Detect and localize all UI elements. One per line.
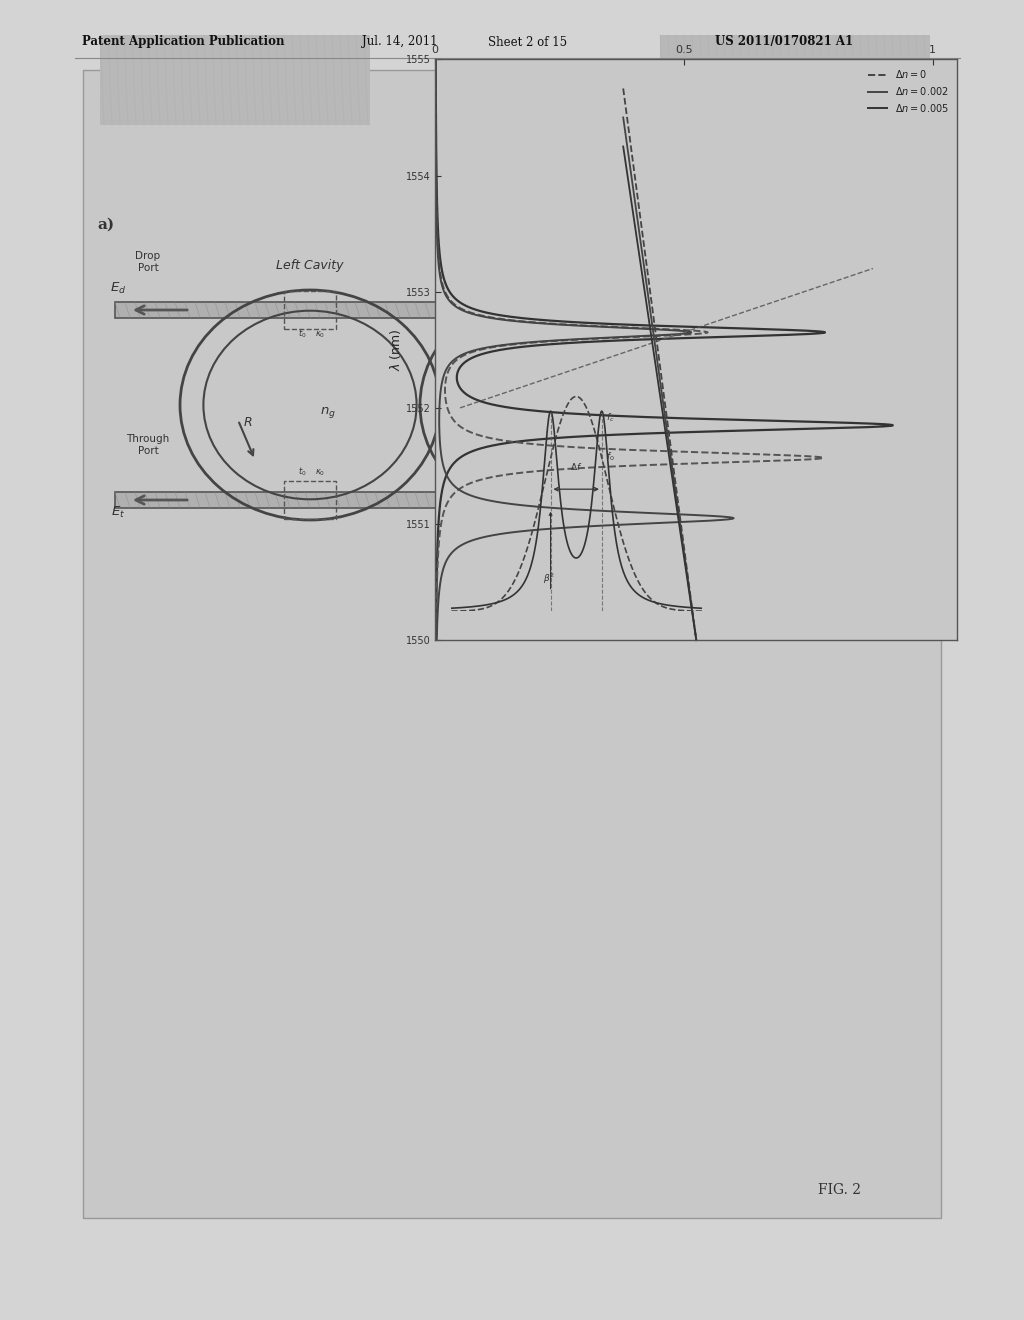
- Text: $\kappa_0$: $\kappa_0$: [314, 329, 326, 339]
- Text: Right Cavity: Right Cavity: [512, 259, 588, 272]
- Text: Left Cavity: Left Cavity: [276, 259, 344, 272]
- Text: a): a): [97, 218, 114, 232]
- Bar: [83, 70, 941, 1218]
- Text: $R$: $R$: [483, 417, 493, 429]
- Text: Sheet 2 of 15: Sheet 2 of 15: [488, 36, 567, 49]
- Legend: $\Delta n = 0$, $\Delta n = 0.002$, $\Delta n = 0.005$: $\Delta n = 0$, $\Delta n = 0.002$, $\De…: [863, 65, 952, 117]
- Bar: [115, 302, 780, 318]
- Bar: [524, 290, 575, 329]
- Text: Jul. 14, 2011: Jul. 14, 2011: [362, 36, 437, 49]
- Text: $n_g$: $n_g$: [321, 405, 336, 421]
- Bar: [660, 36, 930, 125]
- Text: $R$: $R$: [244, 417, 253, 429]
- Bar: [100, 36, 370, 125]
- Text: $t_0$: $t_0$: [298, 465, 306, 478]
- Text: $E_t$: $E_t$: [111, 506, 125, 520]
- Text: $E_d$: $E_d$: [110, 281, 126, 296]
- Y-axis label: $\lambda$ (nm): $\lambda$ (nm): [388, 329, 402, 371]
- Text: $\kappa_0$: $\kappa_0$: [314, 467, 326, 478]
- Text: US 2011/0170821 A1: US 2011/0170821 A1: [715, 36, 853, 49]
- Text: $E_{in}$: $E_{in}$: [753, 506, 771, 520]
- Bar: [284, 290, 336, 329]
- Text: $\kappa_0$: $\kappa_0$: [555, 467, 565, 478]
- Bar: [115, 492, 780, 508]
- Text: Through
Port: Through Port: [126, 434, 170, 455]
- Text: FIG. 2: FIG. 2: [818, 1183, 861, 1197]
- Text: Drop
Port: Drop Port: [135, 251, 161, 273]
- Text: $t_0$: $t_0$: [538, 327, 546, 339]
- Text: b): b): [435, 117, 453, 132]
- Text: $t_0$: $t_0$: [298, 327, 306, 339]
- Bar: [284, 480, 336, 519]
- Text: $t_1\!>\!t_0\!\geq\!t_2$: $t_1\!>\!t_0\!\geq\!t_2$: [759, 397, 811, 413]
- Text: $t_0$: $t_0$: [538, 465, 546, 478]
- Bar: [524, 480, 575, 519]
- Text: $n_g\!+\!\Delta n_{eff}$: $n_g\!+\!\Delta n_{eff}$: [545, 405, 592, 420]
- Text: $\kappa_0$: $\kappa_0$: [555, 329, 565, 339]
- Text: Patent Application Publication: Patent Application Publication: [82, 36, 285, 49]
